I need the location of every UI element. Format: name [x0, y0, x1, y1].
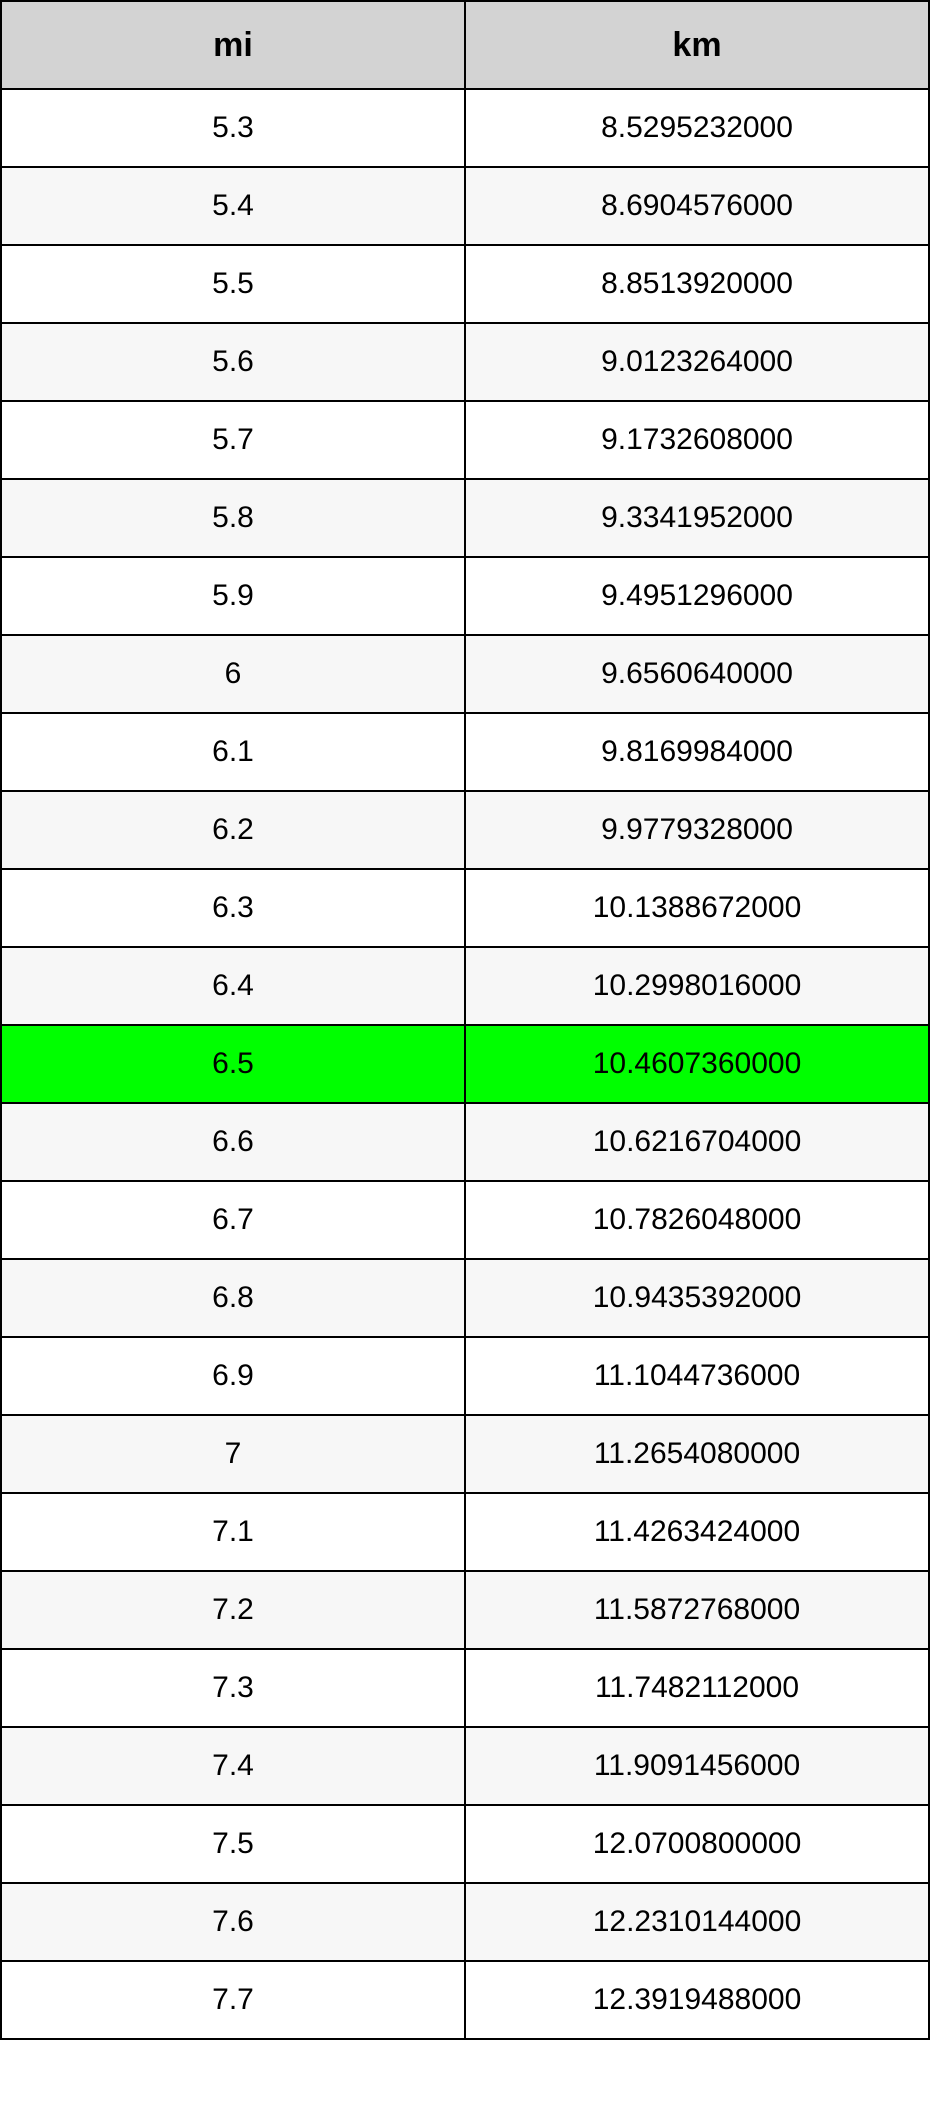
- cell-km: 8.8513920000: [465, 245, 929, 323]
- cell-mi: 5.3: [1, 89, 465, 167]
- cell-km: 9.3341952000: [465, 479, 929, 557]
- cell-km: 12.0700800000: [465, 1805, 929, 1883]
- table-row: 7.512.0700800000: [1, 1805, 929, 1883]
- cell-km: 11.2654080000: [465, 1415, 929, 1493]
- table-row: 5.79.1732608000: [1, 401, 929, 479]
- cell-mi: 6.4: [1, 947, 465, 1025]
- cell-mi: 7.3: [1, 1649, 465, 1727]
- cell-km: 12.3919488000: [465, 1961, 929, 2039]
- cell-km: 10.4607360000: [465, 1025, 929, 1103]
- cell-km: 11.5872768000: [465, 1571, 929, 1649]
- cell-km: 8.5295232000: [465, 89, 929, 167]
- cell-km: 10.7826048000: [465, 1181, 929, 1259]
- table-row: 6.610.6216704000: [1, 1103, 929, 1181]
- table-row: 7.712.3919488000: [1, 1961, 929, 2039]
- cell-km: 11.9091456000: [465, 1727, 929, 1805]
- cell-km: 10.1388672000: [465, 869, 929, 947]
- table-row: 5.99.4951296000: [1, 557, 929, 635]
- cell-mi: 7.2: [1, 1571, 465, 1649]
- cell-mi: 5.8: [1, 479, 465, 557]
- cell-mi: 7: [1, 1415, 465, 1493]
- table-row: 6.510.4607360000: [1, 1025, 929, 1103]
- cell-km: 9.8169984000: [465, 713, 929, 791]
- column-header-mi: mi: [1, 1, 465, 89]
- cell-mi: 7.4: [1, 1727, 465, 1805]
- cell-km: 10.9435392000: [465, 1259, 929, 1337]
- cell-km: 11.7482112000: [465, 1649, 929, 1727]
- cell-km: 9.6560640000: [465, 635, 929, 713]
- cell-mi: 6.8: [1, 1259, 465, 1337]
- table-row: 7.111.4263424000: [1, 1493, 929, 1571]
- cell-mi: 6.6: [1, 1103, 465, 1181]
- table-row: 6.410.2998016000: [1, 947, 929, 1025]
- table-row: 5.89.3341952000: [1, 479, 929, 557]
- table-row: 7.311.7482112000: [1, 1649, 929, 1727]
- cell-km: 8.6904576000: [465, 167, 929, 245]
- cell-km: 9.1732608000: [465, 401, 929, 479]
- cell-mi: 6.5: [1, 1025, 465, 1103]
- table-row: 5.69.0123264000: [1, 323, 929, 401]
- cell-km: 9.4951296000: [465, 557, 929, 635]
- cell-km: 9.0123264000: [465, 323, 929, 401]
- cell-mi: 6.2: [1, 791, 465, 869]
- cell-km: 11.1044736000: [465, 1337, 929, 1415]
- cell-mi: 6: [1, 635, 465, 713]
- cell-mi: 5.5: [1, 245, 465, 323]
- cell-mi: 6.7: [1, 1181, 465, 1259]
- column-header-km: km: [465, 1, 929, 89]
- table-row: 7.211.5872768000: [1, 1571, 929, 1649]
- cell-mi: 5.9: [1, 557, 465, 635]
- cell-mi: 6.1: [1, 713, 465, 791]
- table-row: 5.58.8513920000: [1, 245, 929, 323]
- table-row: 6.810.9435392000: [1, 1259, 929, 1337]
- table-row: 5.48.6904576000: [1, 167, 929, 245]
- cell-km: 10.2998016000: [465, 947, 929, 1025]
- cell-km: 12.2310144000: [465, 1883, 929, 1961]
- table-body: 5.38.52952320005.48.69045760005.58.85139…: [1, 89, 929, 2039]
- cell-mi: 5.7: [1, 401, 465, 479]
- table-row: 6.310.1388672000: [1, 869, 929, 947]
- cell-km: 10.6216704000: [465, 1103, 929, 1181]
- table-row: 7.612.2310144000: [1, 1883, 929, 1961]
- table-row: 5.38.5295232000: [1, 89, 929, 167]
- cell-mi: 6.9: [1, 1337, 465, 1415]
- table-row: 6.19.8169984000: [1, 713, 929, 791]
- table-row: 711.2654080000: [1, 1415, 929, 1493]
- cell-mi: 7.6: [1, 1883, 465, 1961]
- cell-mi: 5.6: [1, 323, 465, 401]
- cell-mi: 7.5: [1, 1805, 465, 1883]
- cell-mi: 6.3: [1, 869, 465, 947]
- table-row: 6.710.7826048000: [1, 1181, 929, 1259]
- table-row: 69.6560640000: [1, 635, 929, 713]
- table-row: 7.411.9091456000: [1, 1727, 929, 1805]
- conversion-table: mi km 5.38.52952320005.48.69045760005.58…: [0, 0, 930, 2040]
- table-row: 6.29.9779328000: [1, 791, 929, 869]
- cell-km: 11.4263424000: [465, 1493, 929, 1571]
- cell-mi: 7.1: [1, 1493, 465, 1571]
- table-header-row: mi km: [1, 1, 929, 89]
- table-row: 6.911.1044736000: [1, 1337, 929, 1415]
- cell-mi: 7.7: [1, 1961, 465, 2039]
- cell-km: 9.9779328000: [465, 791, 929, 869]
- cell-mi: 5.4: [1, 167, 465, 245]
